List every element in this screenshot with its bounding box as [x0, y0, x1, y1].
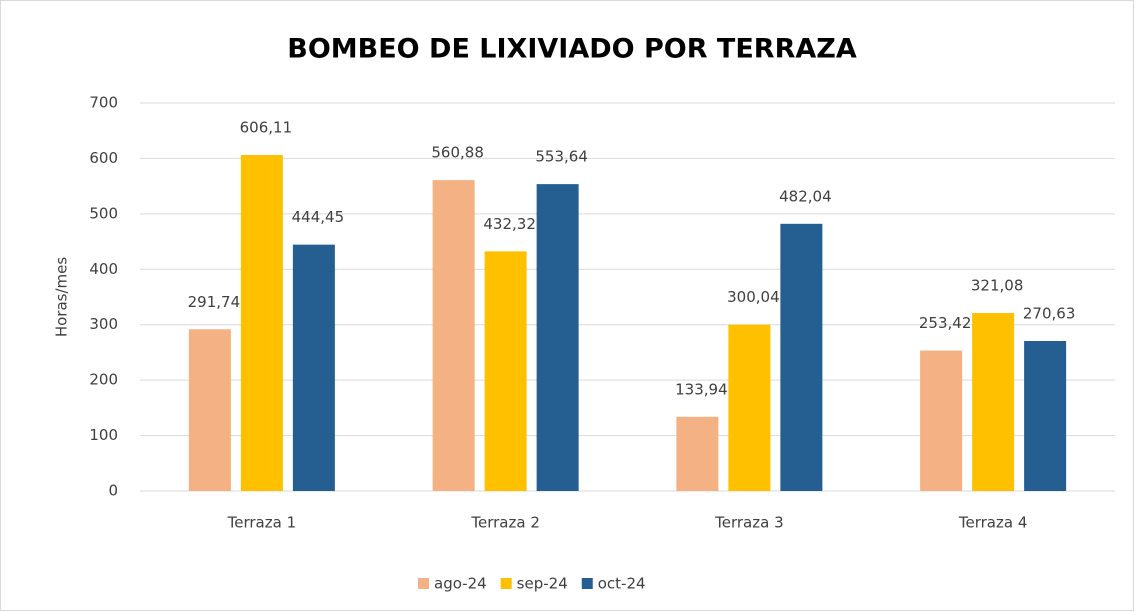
bar: [292, 244, 335, 491]
y-tick-label: 700: [89, 94, 118, 112]
bar: [240, 155, 283, 492]
bar: [676, 416, 719, 491]
x-tick-label: Terraza 4: [958, 514, 1027, 532]
y-tick-label: 400: [89, 260, 118, 278]
data-label: 553,64: [535, 148, 588, 166]
data-label: 291,74: [188, 293, 241, 311]
bar: [1024, 340, 1067, 491]
bar: [972, 313, 1015, 491]
chart-title: BOMBEO DE LIXIVIADO POR TERRAZA: [287, 34, 857, 65]
data-label: 560,88: [431, 144, 484, 162]
data-label: 432,32: [483, 215, 536, 233]
y-axis-label: Horas/mes: [53, 257, 71, 338]
y-tick-label: 0: [108, 482, 118, 500]
bar: [188, 329, 231, 491]
legend-label: sep-24: [517, 575, 568, 593]
bar: [780, 223, 823, 491]
data-label: 321,08: [971, 277, 1024, 295]
bar: [432, 180, 475, 491]
data-label: 444,45: [292, 208, 345, 226]
y-tick-label: 200: [89, 371, 118, 389]
legend-swatch: [500, 578, 512, 589]
bar: [536, 184, 579, 492]
y-tick-label: 100: [89, 426, 118, 444]
bar: [728, 324, 771, 491]
x-tick-label: Terraza 1: [227, 514, 296, 532]
legend-label: ago-24: [434, 575, 487, 593]
legend-label: oct-24: [598, 575, 646, 593]
y-tick-label: 500: [89, 204, 118, 222]
data-label: 482,04: [779, 187, 832, 205]
legend-swatch: [418, 578, 429, 589]
x-tick-label: Terraza 3: [714, 514, 783, 532]
data-label: 270,63: [1023, 304, 1076, 322]
data-label: 606,11: [240, 119, 293, 137]
y-tick-label: 600: [89, 149, 118, 167]
data-label: 133,94: [675, 380, 728, 398]
y-tick-label: 300: [89, 315, 118, 333]
bar: [484, 251, 527, 491]
data-label: 253,42: [919, 314, 972, 332]
data-label: 300,04: [727, 288, 780, 306]
x-tick-label: Terraza 2: [470, 514, 539, 532]
legend-swatch: [581, 578, 593, 589]
bar: [920, 350, 963, 491]
